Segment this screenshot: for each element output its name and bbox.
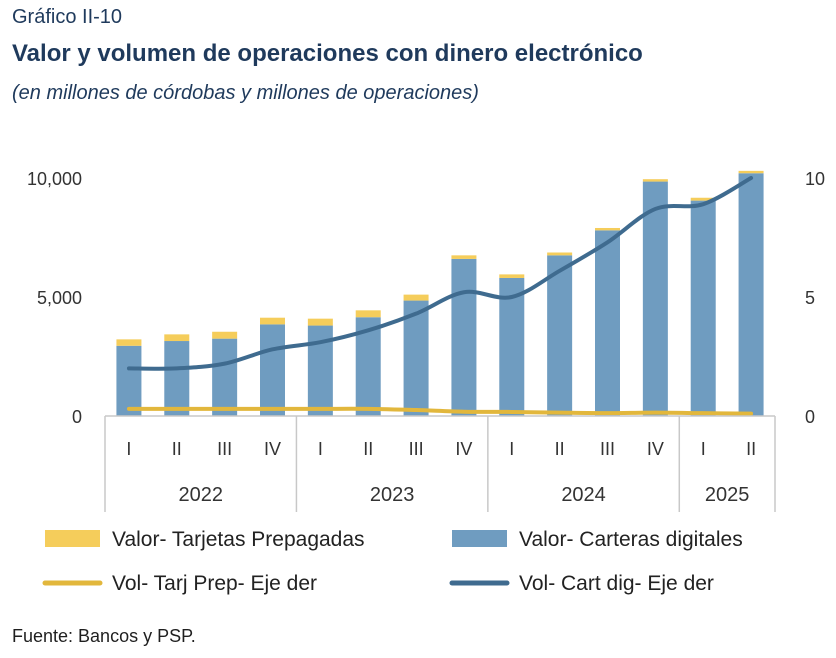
chart-subtitle: (en millones de córdobas y millones de o… [12, 82, 479, 104]
x-axis-quarter-label: I [509, 439, 514, 459]
line-vol-cart-dig [126, 176, 754, 371]
bar-tarjetas-prepagadas [212, 331, 238, 339]
bar-carteras-digitales [164, 341, 190, 416]
bar-carteras-digitales [212, 338, 238, 416]
x-axis-year-label: 2024 [561, 484, 606, 506]
legend: Valor- Tarjetas Prepagadas Valor- Cartera… [42, 528, 743, 595]
bar-tarjetas-prepagadas [355, 310, 381, 318]
x-axis-quarter-label: I [318, 439, 323, 459]
bar-tarjetas-prepagadas [403, 294, 429, 301]
left-axis-tick-label: 10,000 [27, 169, 82, 189]
x-axis-quarter-label: IV [455, 439, 472, 459]
bar-carteras-digitales [642, 181, 668, 416]
x-axis-quarter-label: IV [264, 439, 281, 459]
right-axis-tick-label: 5 [805, 288, 815, 308]
legend-label: Valor- Tarjetas Prepagadas [112, 528, 365, 551]
bar-carteras-digitales [738, 173, 764, 416]
x-axis-year-label: 2025 [705, 484, 750, 506]
left-axis-tick-label: 5,000 [37, 288, 82, 308]
x-axis-year-label: 2022 [178, 484, 223, 506]
x-axis-quarter-label: IV [647, 439, 664, 459]
x-axis-year-label: 2023 [370, 484, 415, 506]
x-axis-quarter-label: II [555, 439, 565, 459]
x-axis-quarter-label: III [217, 439, 232, 459]
bar-carteras-digitales [260, 324, 285, 416]
bar-carteras-digitales [690, 200, 716, 416]
bar-tarjetas-prepagadas [499, 274, 525, 278]
left-axis-tick-label: 0 [72, 407, 82, 427]
bar-tarjetas-prepagadas [451, 255, 477, 259]
x-axis-quarter-label: II [363, 439, 373, 459]
bar-carteras-digitales [403, 300, 429, 416]
right-axis-tick-label: 10 [805, 169, 825, 189]
bar-carteras-digitales [499, 277, 525, 416]
bar-carteras-digitales [595, 230, 620, 416]
x-axis-quarter-label: II [172, 439, 182, 459]
figure-number: Gráfico II-10 [12, 6, 123, 28]
chart-title: Valor y volumen de operaciones con diner… [12, 40, 643, 67]
bar-carteras-digitales [451, 258, 477, 416]
bar-tarjetas-prepagadas [690, 197, 716, 201]
right-axis-tick-label: 0 [805, 407, 815, 427]
bar-tarjetas-prepagadas [116, 339, 142, 346]
bar-tarjetas-prepagadas [164, 334, 190, 342]
bar-carteras-digitales [547, 255, 573, 416]
bar-carteras-digitales [116, 345, 142, 416]
x-axis-quarter-label: I [126, 439, 131, 459]
bar-series-group [116, 170, 764, 416]
legend-swatch-box [452, 530, 507, 547]
source-note: Fuente: Bancos y PSP. [12, 626, 196, 646]
legend-label: Vol- Tarj Prep- Eje der [112, 572, 317, 595]
line-series-group [126, 176, 754, 416]
bar-tarjetas-prepagadas [260, 317, 285, 325]
bar-tarjetas-prepagadas [642, 179, 668, 182]
line-vol-tarj-prep [126, 406, 754, 416]
x-axis-quarter-label: III [409, 439, 424, 459]
x-axis-quarter-label: II [746, 439, 756, 459]
legend-label: Valor- Carteras digitales [519, 528, 743, 551]
bar-tarjetas-prepagadas [595, 227, 620, 231]
legend-label: Vol- Cart dig- Eje der [519, 572, 714, 595]
legend-swatch-box [45, 530, 100, 547]
bar-tarjetas-prepagadas [547, 252, 573, 256]
bar-tarjetas-prepagadas [738, 170, 764, 174]
bar-tarjetas-prepagadas [307, 318, 333, 326]
x-axis-quarter-label: III [600, 439, 615, 459]
x-axis-quarter-label: I [701, 439, 706, 459]
